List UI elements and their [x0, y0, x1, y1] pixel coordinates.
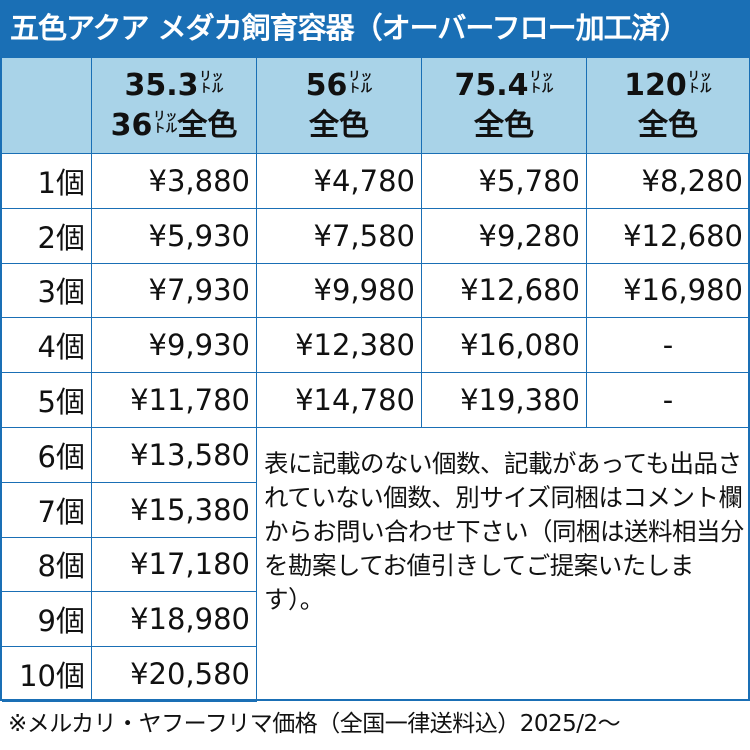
- price-cell: ¥18,980: [92, 592, 257, 648]
- price-cell: ¥5,930: [92, 208, 257, 264]
- price-cell: ¥3,880: [92, 154, 257, 209]
- page-title: 五色アクア メダカ飼育容器（オーバーフロー加工済）: [0, 0, 750, 56]
- liter-unit: リッ トル: [529, 68, 554, 95]
- capacity: 120 リッ トル: [624, 67, 712, 103]
- color-info: 全色: [474, 107, 534, 143]
- price-cell: ¥9,930: [92, 318, 257, 374]
- liter-unit: リッ トル: [199, 68, 224, 95]
- header-corner: [2, 58, 92, 154]
- price-cell: ¥15,380: [92, 482, 257, 538]
- row-label: 1個: [2, 154, 92, 209]
- column-header: 56 リッ トル 全色: [257, 58, 422, 154]
- row-label: 8個: [2, 537, 92, 593]
- price-cell: ¥12,680: [422, 263, 587, 319]
- price-cell: ¥16,980: [587, 263, 750, 319]
- column-header: 35.3 リッ トル 36 リッ トル 全色: [92, 58, 257, 154]
- price-cell: ¥14,780: [257, 373, 422, 428]
- row-label: 3個: [2, 263, 92, 319]
- row-label: 9個: [2, 592, 92, 648]
- capacity: 75.4 リッ トル: [454, 67, 554, 103]
- note-text: 表に記載のない個数、記載があっても出品されていない個数、別サイズ同梱はコメント欄…: [264, 449, 745, 614]
- color-info: 36 リッ トル 全色: [110, 107, 238, 143]
- capacity: 35.3 リッ トル: [124, 67, 224, 103]
- price-cell: ¥9,280: [422, 208, 587, 264]
- price-cell: ¥16,080: [422, 318, 587, 374]
- price-cell: ¥5,780: [422, 154, 587, 209]
- price-cell: ¥12,380: [257, 318, 422, 374]
- price-cell: ¥19,380: [422, 373, 587, 428]
- column-header: 120 リッ トル 全色: [587, 58, 750, 154]
- row-label: 6個: [2, 428, 92, 483]
- price-cell: ¥8,280: [587, 154, 750, 209]
- price-cell: ¥12,680: [587, 208, 750, 264]
- liter-unit: リッ トル: [687, 68, 712, 95]
- price-cell: ¥7,930: [92, 263, 257, 319]
- row-label: 4個: [2, 318, 92, 374]
- price-cell: ¥9,980: [257, 263, 422, 319]
- color-info: 全色: [638, 107, 698, 143]
- price-cell: -: [587, 373, 750, 428]
- price-table: 35.3 リッ トル 36 リッ トル 全色 56 リッ トル 全色 75.4 リッ トル 全色 120 リット…: [0, 56, 750, 702]
- capacity: 56 リッ トル: [305, 67, 373, 103]
- row-label: 10個: [2, 647, 92, 702]
- color-info: 全色: [309, 107, 369, 143]
- price-cell: ¥17,180: [92, 537, 257, 593]
- price-cell: ¥13,580: [92, 428, 257, 483]
- price-cell: ¥4,780: [257, 154, 422, 209]
- liter-unit: リッ トル: [153, 108, 178, 135]
- row-label: 7個: [2, 482, 92, 538]
- price-cell: ¥11,780: [92, 373, 257, 428]
- price-cell: -: [587, 318, 750, 374]
- liter-unit: リッ トル: [348, 68, 373, 95]
- row-label: 2個: [2, 208, 92, 264]
- price-cell: ¥20,580: [92, 647, 257, 702]
- price-cell: ¥7,580: [257, 208, 422, 264]
- column-header: 75.4 リッ トル 全色: [422, 58, 587, 154]
- footer-note: ※メルカリ・ヤフーフリマ価格（全国一律送料込）2025/2～: [8, 711, 621, 737]
- row-label: 5個: [2, 373, 92, 428]
